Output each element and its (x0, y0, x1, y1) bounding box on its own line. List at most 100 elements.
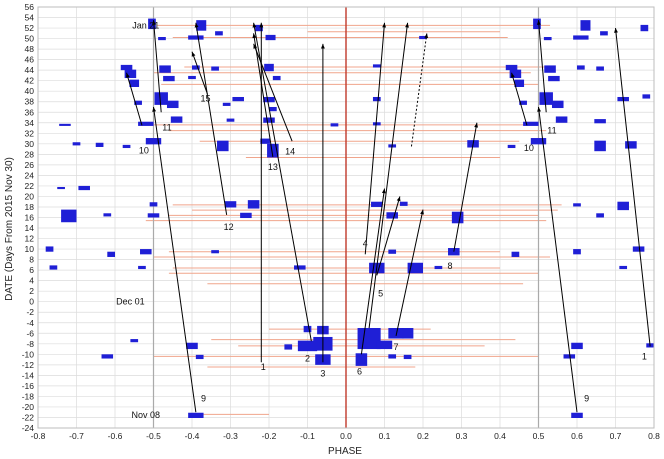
data-point (511, 251, 520, 257)
y-tick-label: 0 (29, 297, 34, 307)
x-tick-label: -0.2 (262, 431, 277, 441)
data-point (544, 65, 556, 73)
y-tick-label: 4 (29, 276, 34, 286)
data-point (226, 118, 235, 122)
data-point (264, 63, 274, 72)
trend-label: 13 (268, 162, 278, 172)
y-tick-label: 20 (25, 191, 35, 201)
x-axis-title: PHASE (328, 446, 362, 457)
y-tick-label: -2 (26, 307, 34, 317)
trend-line (395, 209, 424, 337)
data-point (120, 64, 133, 71)
y-tick-label: -8 (26, 339, 34, 349)
data-point (388, 354, 397, 359)
data-point (124, 69, 137, 79)
y-tick-label: 24 (25, 170, 35, 180)
data-point (548, 75, 560, 82)
data-point (407, 262, 423, 274)
y-tick-label: -14 (22, 370, 35, 380)
data-point (371, 201, 383, 207)
data-point (195, 354, 204, 360)
trend-line (511, 72, 528, 126)
date-label: Jan 21 (132, 20, 159, 30)
trend-arrowhead (382, 22, 387, 28)
data-point (260, 138, 270, 144)
data-point (215, 31, 223, 36)
data-point (186, 342, 198, 350)
trend-line (253, 33, 274, 158)
y-tick-label: 14 (25, 223, 35, 233)
data-point (594, 119, 606, 124)
y-tick-label: 54 (25, 13, 35, 23)
data-point (573, 35, 589, 40)
y-tick-label: 8 (29, 255, 34, 265)
trend-label: 9 (584, 394, 589, 404)
data-point (530, 138, 547, 145)
y-tick-label: 36 (25, 107, 35, 117)
data-point (45, 246, 54, 252)
y-tick-label: 46 (25, 55, 35, 65)
y-tick-label: 28 (25, 149, 35, 159)
data-markers (45, 18, 654, 419)
y-tick-label: -12 (22, 360, 35, 370)
x-tick-label: 0.8 (648, 431, 660, 441)
data-point (577, 65, 585, 70)
trend-label: 1 (261, 362, 266, 372)
data-point (240, 212, 252, 219)
trend-label: 10 (139, 145, 149, 155)
x-tick-label: -0.8 (31, 431, 46, 441)
data-point (555, 116, 568, 123)
data-point (134, 100, 142, 105)
x-tick-label: -0.3 (223, 431, 238, 441)
data-point (163, 75, 175, 82)
y-tick-label: 6 (29, 265, 34, 275)
data-point (263, 117, 275, 123)
y-tick-label: 10 (25, 244, 35, 254)
object-tracks (145, 24, 562, 415)
trend-line (615, 27, 651, 347)
data-point (580, 20, 591, 31)
y-tick-label: 22 (25, 181, 35, 191)
data-point (388, 249, 397, 254)
data-point (640, 24, 649, 32)
data-point (211, 250, 219, 254)
trend-line (195, 22, 228, 215)
x-tick-label: 0.0 (340, 431, 352, 441)
x-tick-label: 0.4 (494, 431, 506, 441)
data-point (505, 64, 518, 71)
trend-arrowhead (536, 20, 541, 25)
data-point (255, 24, 263, 32)
data-point (188, 412, 204, 419)
data-point (294, 265, 306, 270)
data-point (196, 20, 207, 31)
data-point (543, 36, 552, 41)
data-point (573, 203, 581, 207)
trend-line (153, 20, 162, 113)
data-point (166, 100, 179, 109)
x-tick-label: 0.3 (456, 431, 468, 441)
trend-arrowhead (125, 72, 130, 78)
x-tick-label: -0.4 (185, 431, 200, 441)
y-tick-label: -20 (22, 402, 35, 412)
data-point (434, 265, 443, 270)
data-point (129, 79, 140, 87)
data-point (519, 100, 527, 105)
data-point (145, 138, 162, 145)
trend-arrowhead (259, 22, 264, 28)
x-tick-label: 0.2 (417, 431, 429, 441)
data-point (523, 121, 539, 126)
data-point (154, 92, 168, 105)
trend-lines (125, 20, 651, 413)
trend-arrowhead (510, 72, 515, 78)
trend-arrowhead (381, 188, 386, 194)
x-tick-label: 0.5 (533, 431, 545, 441)
data-point (372, 96, 381, 102)
data-point (594, 140, 606, 152)
trend-line (368, 22, 409, 329)
data-point (263, 96, 275, 103)
trend-arrowhead (253, 43, 258, 49)
trend-label: 9 (201, 394, 206, 404)
trend-label: 7 (394, 342, 399, 352)
x-tick-labels: -0.8 -0.7 -0.6 -0.5 -0.4 -0.3 -0.2 -0.1 0.0 0.1 0.… (31, 431, 661, 441)
data-point (95, 142, 104, 147)
